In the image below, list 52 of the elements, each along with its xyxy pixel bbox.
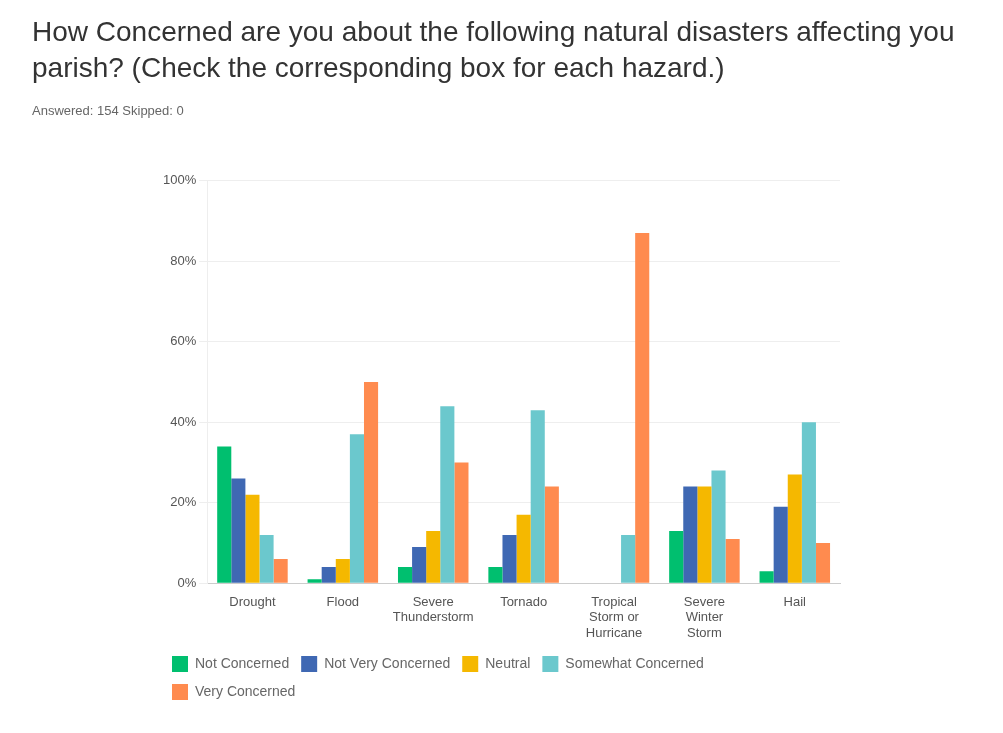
bar	[245, 494, 260, 583]
bar	[502, 534, 517, 583]
bar	[335, 559, 350, 583]
bar	[321, 567, 336, 583]
bar	[773, 506, 788, 583]
chart-subtitle: Answered: 154 Skipped: 0	[32, 102, 185, 118]
bar	[231, 478, 246, 583]
bar	[426, 530, 441, 583]
x-tick-label: Hail	[783, 593, 807, 609]
bar	[454, 462, 469, 583]
bar	[635, 233, 650, 583]
bar	[530, 410, 545, 583]
legend-label: Neutral	[485, 654, 531, 671]
legend-label: Somewhat Concerned	[565, 654, 704, 671]
bar	[787, 474, 802, 583]
x-tick-label: Severe Winter Storm	[683, 593, 726, 640]
bar	[349, 434, 364, 583]
bar	[440, 406, 455, 583]
bar	[669, 530, 684, 583]
bar	[273, 559, 288, 583]
bar	[544, 486, 559, 583]
x-tick-label: Drought	[229, 593, 276, 609]
legend-label: Not Very Concerned	[324, 654, 451, 671]
y-tick-label: 100%	[163, 172, 197, 188]
x-tick-label: Flood	[326, 593, 360, 609]
bar	[516, 514, 531, 583]
y-tick-label: 40%	[170, 413, 197, 429]
bar	[259, 534, 274, 583]
bar	[759, 571, 774, 583]
bar	[412, 546, 427, 583]
bar	[801, 422, 816, 583]
x-tick-label: Severe Thunderstorm	[392, 593, 474, 625]
bar	[621, 534, 636, 583]
y-tick-label: 80%	[170, 252, 197, 268]
legend-label: Very Concerned	[195, 682, 296, 699]
x-tick-label: Tropical Storm or Hurricane	[585, 593, 643, 640]
bar	[363, 382, 379, 583]
bar	[711, 470, 726, 583]
bar	[488, 567, 503, 583]
y-tick-label: 60%	[170, 333, 197, 349]
chart-title: How Concerned are you about the following natural disasters affecting you parish? (Check the corresponding box for each hazard.)	[32, 15, 956, 86]
bar	[307, 579, 322, 583]
y-tick-label: 20%	[170, 494, 197, 510]
x-tick-label: Tornado	[500, 593, 548, 609]
bar	[397, 567, 413, 583]
bar	[683, 486, 698, 583]
bar	[217, 446, 232, 583]
y-tick-label: 0%	[177, 574, 197, 590]
bar	[697, 486, 712, 583]
bar	[725, 538, 740, 583]
legend-label: Not Concerned	[195, 654, 290, 671]
bar	[815, 542, 831, 583]
